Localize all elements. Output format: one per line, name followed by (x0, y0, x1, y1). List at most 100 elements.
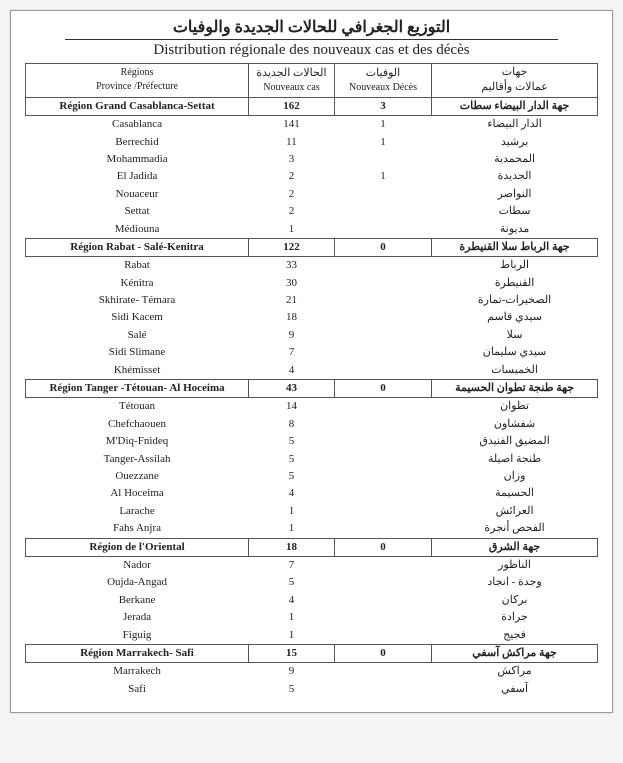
region-row: Région Rabat - Salé-Kenitra1220جهة الربا… (26, 238, 598, 256)
province-fr: Nouaceur (26, 186, 249, 203)
province-cases: 9 (249, 327, 335, 344)
province-fr: Chefchaouen (26, 416, 249, 433)
province-fr: Larache (26, 503, 249, 520)
detail-row: Settat2سطات (26, 203, 598, 220)
province-cases: 3 (249, 151, 335, 168)
detail-row: Oujda-Angad5وجدة - انجاد (26, 574, 598, 591)
province-cases: 4 (249, 485, 335, 502)
detail-row: Kénitra30 القنيطرة (26, 275, 598, 292)
province-ar: الفحص أنجرة (432, 520, 598, 538)
detail-row: Jerada1جرادة (26, 609, 598, 626)
province-cases: 1 (249, 609, 335, 626)
province-deaths (334, 574, 431, 591)
header-cases-ar: الحالات الجديدة (253, 66, 330, 81)
province-fr: Rabat (26, 257, 249, 275)
province-deaths (334, 627, 431, 645)
region-row: Région de l'Oriental180جهة الشرق (26, 538, 598, 556)
province-deaths (334, 186, 431, 203)
province-fr: Ouezzane (26, 468, 249, 485)
detail-row: Al Hoceima4 الحسيمة (26, 485, 598, 502)
detail-row: Chefchaouen8شفشاون (26, 416, 598, 433)
province-ar: الجديدة (432, 168, 598, 185)
province-deaths (334, 503, 431, 520)
province-fr: Mohammadia (26, 151, 249, 168)
title-french: Distribution régionale des nouveaux cas … (25, 42, 598, 59)
province-fr: Al Hoceima (26, 485, 249, 502)
province-fr: Sidi Kacem (26, 309, 249, 326)
province-ar: الحسيمة (432, 485, 598, 502)
province-cases: 30 (249, 275, 335, 292)
province-deaths: 1 (334, 168, 431, 185)
province-cases: 141 (249, 116, 335, 134)
header-deaths-ar: الوفيات (339, 66, 427, 81)
province-fr: Khémisset (26, 362, 249, 380)
province-ar: الدار البيضاء (432, 116, 598, 134)
province-fr: El Jadida (26, 168, 249, 185)
detail-row: M'Diq-Fnideq5المضيق الفنيدق (26, 433, 598, 450)
region-cases: 15 (249, 644, 335, 662)
header-region-fr1: Régions (30, 66, 244, 80)
province-deaths (334, 485, 431, 502)
detail-row: Tanger-Assilah5طنجة اصيلة (26, 451, 598, 468)
province-ar: سيدي سليمان (432, 344, 598, 361)
province-cases: 9 (249, 663, 335, 681)
province-fr: Tétouan (26, 398, 249, 416)
detail-row: Figuig1فجيج (26, 627, 598, 645)
province-deaths (334, 203, 431, 220)
province-deaths (334, 309, 431, 326)
header-deaths-fr: Nouveaux Décès (339, 81, 427, 95)
region-cases: 122 (249, 238, 335, 256)
province-fr: Fahs Anjra (26, 520, 249, 538)
province-ar: الصخيرات-تمارة (432, 292, 598, 309)
province-deaths (334, 663, 431, 681)
province-cases: 2 (249, 168, 335, 185)
province-cases: 5 (249, 574, 335, 591)
province-fr: Tanger-Assilah (26, 451, 249, 468)
province-fr: Oujda-Angad (26, 574, 249, 591)
region-name-ar: جهة طنجة تطوان الحسيمة (432, 380, 598, 398)
detail-row: Sidi Slimane7سيدي سليمان (26, 344, 598, 361)
detail-row: Médiouna1مديونة (26, 221, 598, 239)
province-fr: Berrechid (26, 134, 249, 151)
province-cases: 2 (249, 203, 335, 220)
header-region-fr2: Province /Préfecture (30, 80, 244, 94)
province-fr: Safi (26, 681, 249, 698)
province-ar: طنجة اصيلة (432, 451, 598, 468)
province-cases: 2 (249, 186, 335, 203)
province-deaths (334, 327, 431, 344)
detail-row: Mohammadia3 المحمدية (26, 151, 598, 168)
province-deaths (334, 520, 431, 538)
province-fr: Kénitra (26, 275, 249, 292)
province-fr: Settat (26, 203, 249, 220)
province-deaths (334, 433, 431, 450)
region-name-fr: Région Rabat - Salé-Kenitra (26, 238, 249, 256)
province-ar: برشيد (432, 134, 598, 151)
province-ar: النواصر (432, 186, 598, 203)
detail-row: El Jadida21الجديدة (26, 168, 598, 185)
province-deaths (334, 151, 431, 168)
detail-row: Nador7الناظور (26, 556, 598, 574)
province-ar: سلا (432, 327, 598, 344)
province-ar: المحمدية (432, 151, 598, 168)
region-deaths: 0 (334, 238, 431, 256)
province-fr: Médiouna (26, 221, 249, 239)
province-cases: 5 (249, 681, 335, 698)
region-deaths: 3 (334, 97, 431, 115)
detail-row: Sidi Kacem18سيدي قاسم (26, 309, 598, 326)
province-deaths (334, 592, 431, 609)
detail-row: Salé9سلا (26, 327, 598, 344)
province-cases: 1 (249, 520, 335, 538)
province-ar: الناظور (432, 556, 598, 574)
province-deaths (334, 556, 431, 574)
province-ar: فجيج (432, 627, 598, 645)
province-fr: Marrakech (26, 663, 249, 681)
region-name-ar: جهة الرباط سلا القنيطرة (432, 238, 598, 256)
detail-row: Skhirate- Témara21الصخيرات-تمارة (26, 292, 598, 309)
province-deaths (334, 221, 431, 239)
province-ar: القنيطرة (432, 275, 598, 292)
header-region: RégionsProvince /Préfecture (26, 64, 249, 98)
province-ar: تطوان (432, 398, 598, 416)
region-deaths: 0 (334, 644, 431, 662)
region-name-fr: Région Grand Casablanca-Settat (26, 97, 249, 115)
region-name-ar: جهة مراكش آسفي (432, 644, 598, 662)
